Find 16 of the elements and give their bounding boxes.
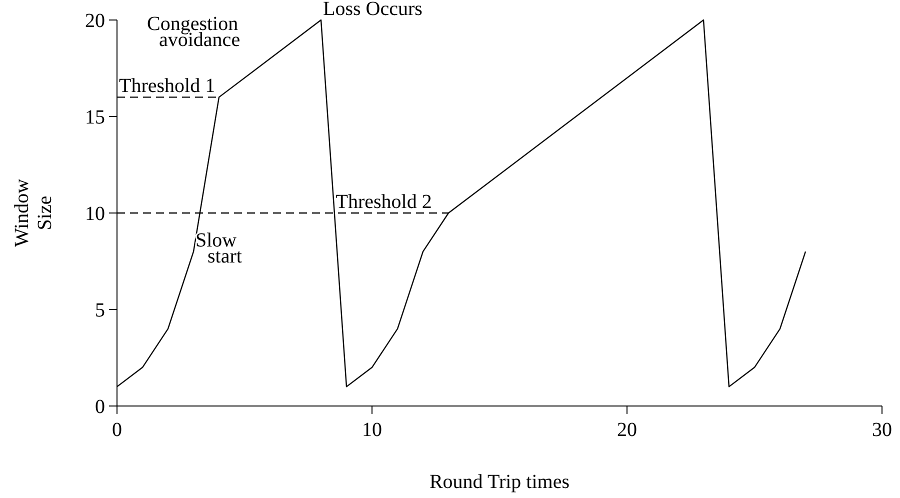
y-tick-label: 10 [85,203,105,225]
y-axis-title: Window Size [11,178,56,248]
x-tick-label: 10 [362,419,382,441]
y-tick-label: 20 [85,10,105,32]
x-tick-label: 20 [617,419,637,441]
x-axis-title: Round Trip times [429,471,570,493]
annotation: Threshold 1 [119,75,216,98]
annotation: Loss Occurs [323,0,423,20]
annotation: Congestion avoidance [147,13,240,51]
x-tick-label: 0 [112,419,122,441]
y-tick-label: 15 [85,106,105,128]
y-tick-label: 0 [95,396,105,418]
annotation: Slow start [196,230,242,268]
y-tick-label: 5 [95,300,105,322]
annotation: Threshold 2 [336,191,432,213]
x-tick-label: 30 [872,419,892,441]
